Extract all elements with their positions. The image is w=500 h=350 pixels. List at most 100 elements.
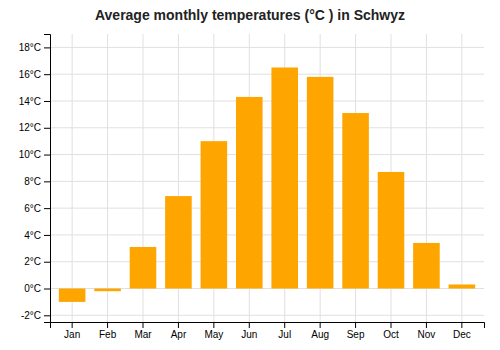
grid-line	[50, 127, 484, 128]
tick-mark	[44, 155, 50, 156]
tick-mark	[178, 322, 179, 328]
tick-label: Jan	[64, 329, 80, 340]
tick: Aug	[311, 322, 329, 340]
tick: Mar	[134, 322, 152, 340]
tick-mark	[249, 322, 250, 328]
grid-line	[72, 34, 73, 322]
tick-mark	[107, 322, 108, 328]
tick-label: Oct	[383, 329, 399, 340]
bar	[165, 196, 192, 288]
tick-label: Aug	[311, 329, 329, 340]
bar	[307, 77, 334, 289]
tick: -2°C	[21, 310, 50, 321]
tick: Jun	[241, 322, 257, 340]
grid-line	[50, 181, 484, 182]
tick-label: 12°C	[19, 122, 41, 133]
grid-line	[50, 74, 484, 75]
tick-label: 4°C	[24, 230, 41, 241]
tick-mark	[44, 128, 50, 129]
grid-line	[50, 47, 484, 48]
tick-label: Jul	[278, 329, 291, 340]
tick-mark	[44, 315, 50, 316]
bar	[59, 289, 86, 302]
tick-mark	[44, 181, 50, 182]
tick-label: 8°C	[24, 176, 41, 187]
tick-mark	[44, 74, 50, 75]
tick-label: 2°C	[24, 256, 41, 267]
bar	[342, 113, 369, 288]
tick: Oct	[383, 322, 399, 340]
tick-mark	[72, 322, 73, 328]
tick-mark	[284, 322, 285, 328]
tick-label: 16°C	[19, 69, 41, 80]
tick: 8°C	[24, 176, 50, 187]
tick: 10°C	[19, 149, 50, 160]
bar	[378, 172, 405, 289]
tick-mark	[391, 322, 392, 328]
grid-line	[50, 234, 484, 235]
y-axis: -2°C 0°C 2°C 4°C 6°C 8°C 10°C 12°C 14°C 16°C 18°C	[19, 35, 51, 323]
tick-mark	[426, 322, 427, 328]
tick-mark	[461, 322, 462, 328]
tick-label: Apr	[171, 329, 187, 340]
tick: 12°C	[19, 122, 50, 133]
title: Average monthly temperatures (°C ) in Sc…	[95, 7, 405, 23]
tick: 6°C	[24, 203, 50, 214]
bar	[94, 289, 121, 292]
tick: Jan	[64, 322, 80, 340]
tick-label: 0°C	[24, 283, 41, 294]
tick-label: 14°C	[19, 96, 41, 107]
grid-line	[50, 315, 484, 316]
tick-mark	[213, 322, 214, 328]
bar	[201, 141, 228, 288]
tick-label: Dec	[453, 329, 471, 340]
tick-mark	[320, 322, 321, 328]
bar	[271, 67, 298, 288]
bar	[236, 97, 263, 289]
bars	[59, 67, 475, 301]
tick: Nov	[418, 322, 436, 340]
tick-mark	[44, 101, 50, 102]
tick-label: Nov	[418, 329, 436, 340]
tick-label: -2°C	[21, 310, 41, 321]
tick-label: 6°C	[24, 203, 41, 214]
grid-line	[107, 34, 108, 322]
tick-label: Mar	[134, 329, 152, 340]
tick-mark	[44, 47, 50, 48]
grid-line	[461, 34, 462, 322]
tick: Sep	[347, 322, 365, 340]
grid-line	[50, 208, 484, 209]
bar	[413, 243, 440, 289]
grid	[50, 34, 484, 322]
tick-mark	[44, 208, 50, 209]
tick: 0°C	[24, 283, 50, 294]
tick: 18°C	[19, 42, 50, 53]
tick-mark	[44, 235, 50, 236]
tick: May	[204, 322, 223, 340]
tick: Dec	[453, 322, 471, 340]
tick-mark	[44, 289, 50, 290]
tick: Feb	[99, 322, 117, 340]
tick: 4°C	[24, 230, 50, 241]
chart: Average monthly temperatures (°C ) in Sc…	[0, 0, 500, 350]
tick-label: Jun	[241, 329, 257, 340]
plot: -2°C 0°C 2°C 4°C 6°C 8°C 10°C 12°C 14°C 16°C 18°C J…	[19, 34, 485, 340]
tick: 2°C	[24, 256, 50, 267]
bar	[449, 284, 476, 288]
tick-mark	[143, 322, 144, 328]
tick-mark	[44, 262, 50, 263]
tick: Jul	[278, 322, 291, 340]
grid-line	[50, 154, 484, 155]
tick: Apr	[171, 322, 187, 340]
grid-line	[50, 100, 484, 101]
tick-label: Sep	[347, 329, 365, 340]
bar	[130, 247, 157, 289]
tick-label: May	[204, 329, 223, 340]
tick-label: 18°C	[19, 42, 41, 53]
tick-mark	[355, 322, 356, 328]
tick-label: 10°C	[19, 149, 41, 160]
axis-line	[44, 35, 51, 323]
tick: 16°C	[19, 69, 50, 80]
x-axis: Jan Feb Mar Apr May Jun Jul Aug Sep Oct Nov Dec	[51, 322, 485, 340]
tick-label: Feb	[99, 329, 117, 340]
